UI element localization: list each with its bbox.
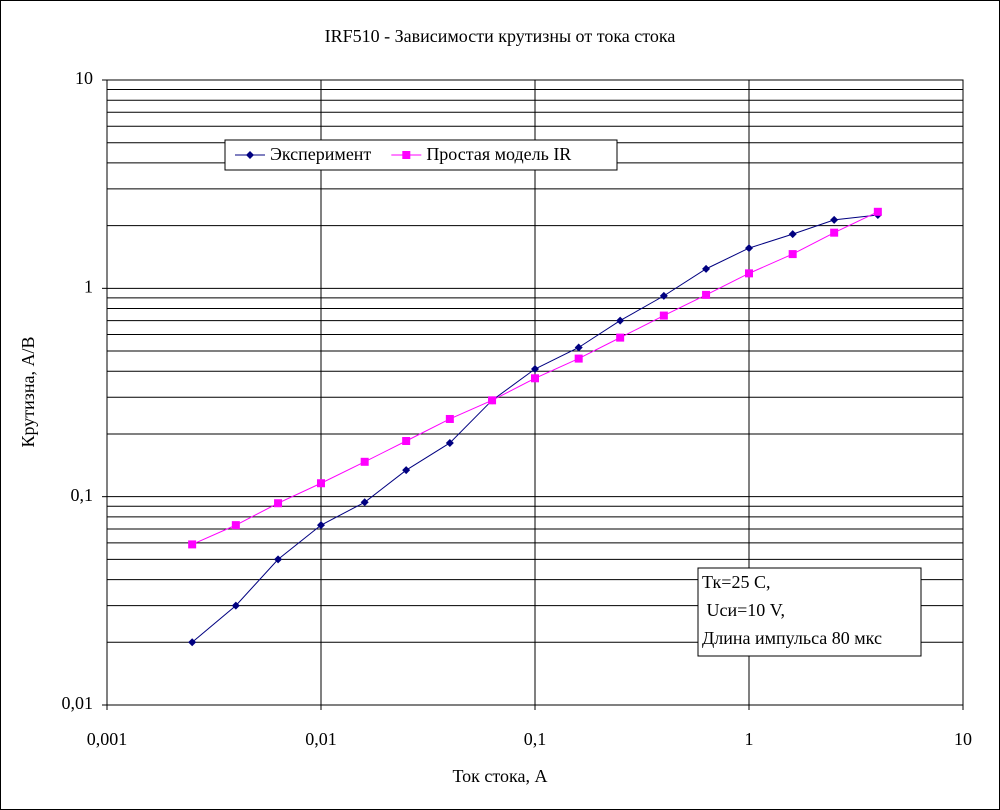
annotation: Тк=25 С, Uси=10 V, Длина импульса 80 мкс [697, 567, 922, 657]
x-tick-label: 0,001 [87, 729, 128, 749]
annotation-box [697, 567, 922, 657]
data-point [274, 555, 283, 564]
data-point [745, 269, 753, 278]
data-point [188, 540, 197, 549]
data-point [231, 601, 240, 610]
data-point [830, 228, 839, 237]
data-point [231, 521, 240, 530]
data-point [445, 414, 454, 423]
data-point [188, 638, 197, 647]
data-point [659, 311, 668, 320]
data-point [445, 438, 454, 447]
data-point [788, 230, 797, 239]
data-point [574, 343, 583, 352]
x-tick-label: 1 [745, 729, 754, 749]
legend-marker [246, 151, 254, 159]
y-tick-label: 0,01 [62, 693, 94, 713]
data-point [788, 250, 797, 259]
x-tick-label: 0,01 [305, 729, 337, 749]
data-point [531, 365, 539, 374]
y-tick-label: 0,1 [71, 485, 94, 505]
data-point [873, 207, 882, 216]
legend-marker [402, 151, 411, 159]
data-point [402, 466, 411, 475]
annotation-line: Тк=25 С, [702, 572, 770, 592]
data-point [360, 498, 369, 507]
x-axis-label: Ток стока, А [453, 766, 548, 786]
chart-title: IRF510 - Зависимости крутизны от тока ст… [325, 26, 676, 46]
legend-label: Эксперимент [270, 144, 371, 164]
data-point [317, 479, 325, 488]
data-point [616, 316, 625, 325]
data-point [702, 264, 711, 273]
legend-label: Простая модель IR [426, 144, 571, 164]
data-point [702, 290, 711, 299]
data-point [830, 215, 839, 224]
annotation-line: Длина импульса 80 мкс [702, 628, 882, 648]
data-point [745, 244, 753, 253]
data-point [488, 396, 497, 405]
y-tick-label: 1 [84, 276, 93, 296]
data-point [317, 521, 325, 530]
x-tick-label: 0,1 [524, 729, 547, 749]
data-point [274, 499, 283, 508]
y-axis-label: Крутизна, А/В [18, 336, 38, 447]
data-point [659, 291, 668, 300]
data-point [402, 437, 411, 446]
legend: Эксперимент Простая модель IR [224, 139, 618, 171]
data-point [574, 354, 583, 363]
data-point [616, 333, 625, 342]
y-tick-label: 10 [75, 68, 93, 88]
annotation-line: Uси=10 V, [702, 600, 785, 620]
x-tick-label: 10 [954, 729, 972, 749]
data-point [531, 374, 539, 383]
plot-frame [106, 79, 964, 706]
data-point [360, 457, 369, 466]
